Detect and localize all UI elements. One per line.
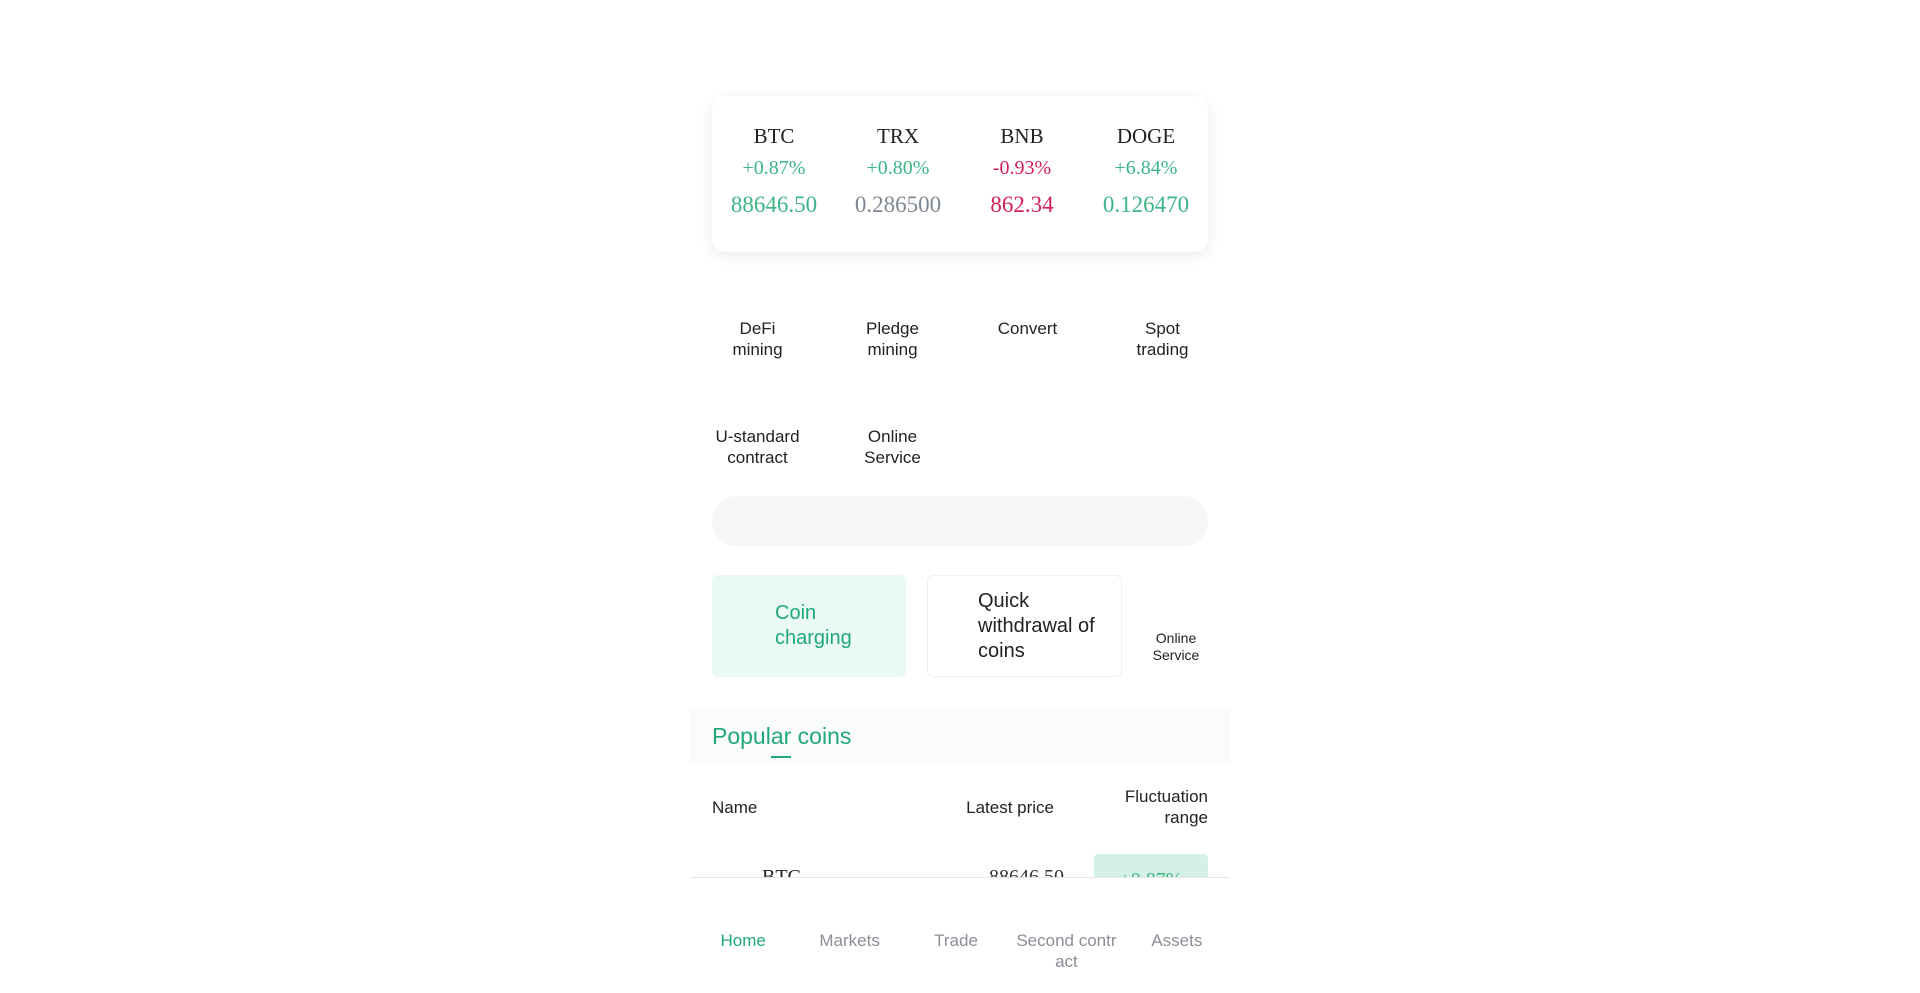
feature-label: mining [867,340,918,359]
header-label: Fluctuation [1124,787,1208,806]
feature-label: Service [864,448,921,467]
feature-online-service[interactable]: Online Service [825,426,960,468]
ticker-symbol: TRX [877,124,919,148]
feature-pledge-mining[interactable]: Pledge mining [825,318,960,360]
ticker-price: 0.286500 [854,192,942,217]
ticker-change: -0.93% [992,157,1052,179]
feature-u-standard-contract[interactable]: U-standard contract [690,426,825,468]
ticker-price: 88646.50 [730,192,818,217]
header-label: range [1164,808,1208,827]
feature-label: mining [732,340,783,359]
ticker-btc[interactable]: BTC +0.87% 88646.50 [712,96,836,252]
ticker-change: +0.80% [866,157,930,179]
ticker-trx[interactable]: TRX +0.80% 0.286500 [836,96,960,252]
feature-label: Convert [997,319,1058,338]
nav-home[interactable]: Home [720,931,766,950]
column-header-price: Latest price [966,798,1054,817]
online-service-label: Service [1152,647,1200,663]
coin-charging-label: Coin charging [775,602,852,649]
feature-label: Pledge [866,319,919,338]
tab-underline [771,756,791,758]
popular-coins-header: Popular coins [690,707,1230,764]
quick-withdrawal-button[interactable]: Quick withdrawal of coins [927,575,1122,677]
coin-name: BTC [762,866,801,878]
coin-charging-button[interactable]: Coin charging [712,575,906,677]
column-header-range: Fluctuation range [1125,786,1208,828]
ticker-doge[interactable]: DOGE +6.84% 0.126470 [1084,96,1208,252]
app: BTC +0.87% 88646.50 TRX +0.80% 0.286500 … [690,0,1230,993]
ticker-bnb[interactable]: BNB -0.93% 862.34 [960,96,1084,252]
ticker-price: 0.126470 [1102,192,1190,217]
feature-label: U-standard [715,427,800,446]
ticker-symbol: BNB [1000,124,1044,148]
online-service-label: Online [1155,630,1197,646]
feature-label: contract [727,448,788,467]
nav-trade[interactable]: Trade [934,931,978,950]
feature-defi-mining[interactable]: DeFi mining [690,318,825,360]
ticker-symbol: DOGE [1116,124,1176,148]
online-service-button[interactable]: Online Service [1140,630,1212,664]
quick-withdrawal-label: Quick withdrawal of coins [978,589,1095,662]
bottom-nav: Home Markets Trade Second contract Asset… [690,930,1230,972]
feature-label: Online [867,427,918,446]
table-row[interactable]: BTC 88646.50 +0.87% [690,850,1230,878]
ticker-card: BTC +0.87% 88646.50 TRX +0.80% 0.286500 … [712,96,1208,252]
feature-label: Spot [1145,319,1180,338]
nav-markets[interactable]: Markets [819,931,880,950]
tab-popular-coins[interactable]: Popular coins [712,723,852,749]
coin-price: 88646.50 [989,866,1064,878]
feature-convert[interactable]: Convert [960,318,1095,339]
ticker-change: +6.84% [1114,157,1178,179]
ticker-price: 862.34 [990,192,1054,217]
column-header-name: Name [712,798,758,817]
nav-second-contract[interactable]: Second contract [1016,931,1117,971]
nav-assets[interactable]: Assets [1151,931,1203,950]
search-bar[interactable] [712,496,1208,546]
ticker-change: +0.87% [742,157,806,179]
feature-label: DeFi [739,319,776,338]
ticker-symbol: BTC [753,124,795,148]
coin-change-badge: +0.87% [1094,854,1208,877]
feature-label: trading [1136,340,1189,359]
feature-spot-trading[interactable]: Spot trading [1095,318,1230,360]
